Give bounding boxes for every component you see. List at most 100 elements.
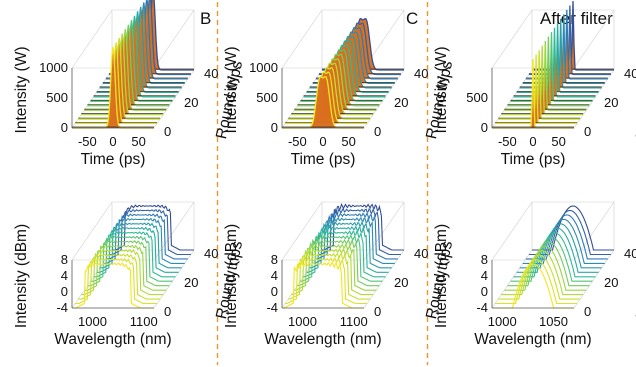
x-axis-label: Time (ps) xyxy=(291,151,356,168)
trace-line xyxy=(75,42,158,125)
trace-line xyxy=(297,53,380,107)
trace-line xyxy=(285,71,368,125)
trace-fill xyxy=(78,38,161,120)
trace-fill xyxy=(90,20,173,102)
trace-line xyxy=(507,241,590,287)
trace-line xyxy=(522,218,605,264)
y-tick-label: 0 xyxy=(481,120,488,135)
trace-line xyxy=(99,222,182,269)
trace-fill xyxy=(93,15,176,97)
series-traces xyxy=(72,204,194,309)
trace-line xyxy=(84,29,167,111)
trace-fill xyxy=(510,32,593,102)
trace-line xyxy=(507,36,590,107)
trace-line xyxy=(322,203,404,251)
trace-fill xyxy=(84,29,167,111)
z-tick-label: 20 xyxy=(604,95,618,110)
trace-line xyxy=(309,220,392,269)
x-axis-label: Wavelength (nm) xyxy=(264,331,381,348)
trace-line xyxy=(315,211,398,260)
y-tick-label: 4 xyxy=(61,268,68,283)
x-tick-label: 1050 xyxy=(539,314,568,329)
trace-line xyxy=(102,217,185,264)
x-tick-label: 1000 xyxy=(288,314,317,329)
y-tick-label: 8 xyxy=(481,252,488,267)
trace-fill xyxy=(495,54,578,124)
y-tick-label: 0 xyxy=(271,120,278,135)
trace-line xyxy=(516,227,599,273)
x-tick-label: 0 xyxy=(319,134,326,149)
trace-fill xyxy=(96,11,179,93)
y-tick-label: 500 xyxy=(466,90,488,105)
y-axis-label: Intensity (W) xyxy=(223,47,240,134)
y-tick-label: 0 xyxy=(271,284,278,299)
trace-fill xyxy=(516,23,599,93)
trace-line xyxy=(282,260,364,309)
trace-line xyxy=(72,262,154,309)
trace-line xyxy=(528,209,611,256)
y-axis-label: Intensity (dBm) xyxy=(13,224,30,328)
trace-line xyxy=(510,236,593,282)
series-traces xyxy=(492,0,614,129)
x-tick-label: 0 xyxy=(529,134,536,149)
z-tick-label: 40 xyxy=(204,246,218,261)
x-tick-label: -50 xyxy=(288,134,307,149)
trace-line xyxy=(81,33,164,116)
y-tick-label: 1000 xyxy=(249,60,278,75)
trace-line xyxy=(294,243,377,291)
trace-fill xyxy=(492,59,574,128)
trace-fill xyxy=(519,18,602,88)
trace-line xyxy=(75,258,158,305)
x-tick-label: 1100 xyxy=(130,314,158,329)
z-tick-label: 40 xyxy=(414,246,428,261)
trace-line xyxy=(93,231,176,278)
x-tick-label: 1000 xyxy=(78,314,107,329)
trace-line xyxy=(294,58,377,111)
trace-line xyxy=(532,205,614,251)
trace-line xyxy=(501,45,584,116)
trace-fill xyxy=(72,47,154,128)
x-tick-label: -50 xyxy=(78,134,97,149)
panel-label-b: B xyxy=(200,9,211,28)
trace-fill xyxy=(99,6,182,88)
axis-box xyxy=(281,201,405,309)
y-axis-label: Intensity (W) xyxy=(13,47,30,134)
y-tick-label: 4 xyxy=(271,268,278,283)
x-tick-label: 50 xyxy=(131,134,145,149)
trace-line xyxy=(93,15,176,98)
z-tick-label: 40 xyxy=(414,66,428,81)
y-axis-label: Intensity (dBm) xyxy=(433,224,450,328)
y-tick-label: 500 xyxy=(256,90,278,105)
y-tick-label: 0 xyxy=(481,284,488,299)
trace-fill xyxy=(525,9,608,79)
trace-fill xyxy=(102,2,185,84)
x-tick-label: -50 xyxy=(498,134,517,149)
trace-line xyxy=(90,20,173,102)
panel-label-after-filter: After filter xyxy=(540,9,613,28)
z-tick-label: 40 xyxy=(624,66,636,81)
trace-line xyxy=(513,232,596,278)
trace-line xyxy=(105,213,188,260)
trace-fill xyxy=(282,76,364,128)
trace-line xyxy=(510,32,593,102)
trace-fill xyxy=(528,5,611,75)
series-traces xyxy=(282,17,404,129)
trace-fill xyxy=(105,0,188,79)
trace-line xyxy=(519,223,602,269)
trace-fill xyxy=(504,41,587,111)
y-tick-label: 4 xyxy=(481,268,488,283)
trace-line xyxy=(501,250,584,296)
trace-line xyxy=(78,253,161,300)
z-tick-label: 0 xyxy=(374,304,381,319)
x-tick-label: 1100 xyxy=(340,314,368,329)
series-traces xyxy=(282,203,404,309)
z-tick-label: 20 xyxy=(184,275,198,290)
trace-fill xyxy=(81,33,164,115)
panel-label-c: C xyxy=(406,9,418,28)
trace-line xyxy=(504,245,587,291)
trace-fill xyxy=(513,27,596,97)
y-tick-label: 0 xyxy=(61,120,68,135)
trace-line xyxy=(504,41,587,111)
x-axis-label: Wavelength (nm) xyxy=(54,331,171,348)
